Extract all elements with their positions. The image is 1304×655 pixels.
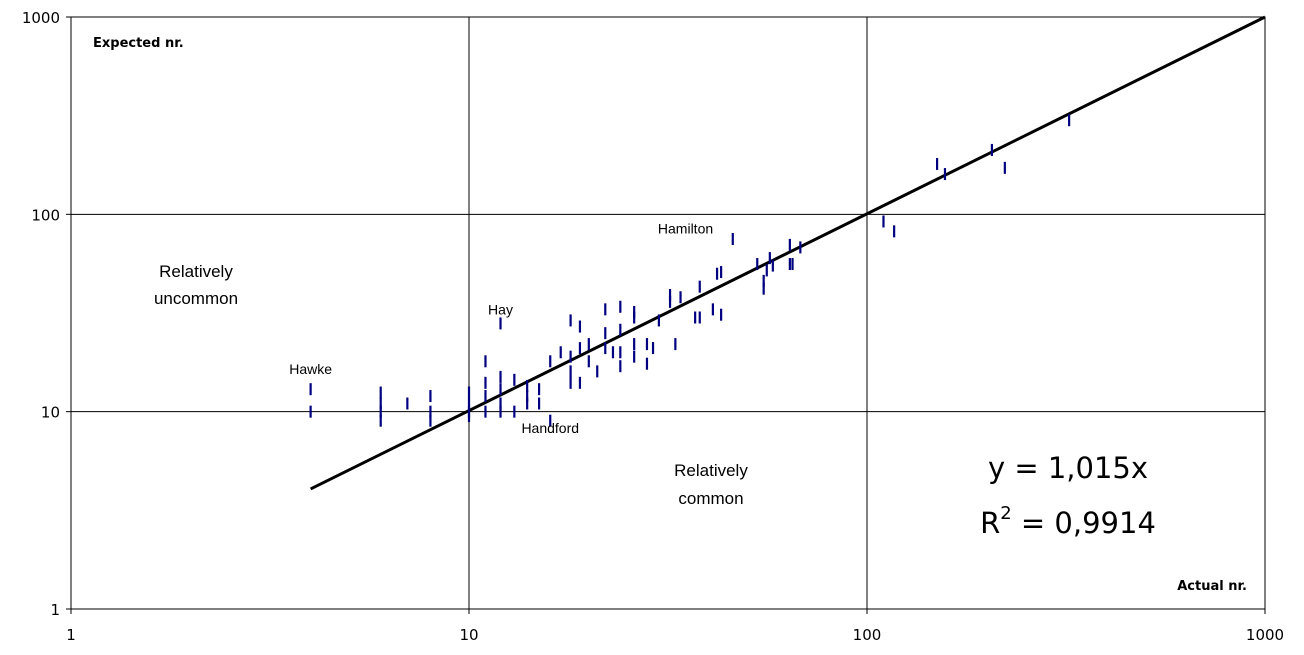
y-axis-title: Expected nr. (93, 36, 184, 51)
region-label-uncommon-line2: uncommon (154, 289, 238, 308)
region-label-uncommon-line1: Relatively (159, 262, 233, 281)
x-tick-label: 10 (459, 626, 478, 644)
r-squared: R2 = 0,9914 (980, 503, 1156, 540)
point-label-hay: Hay (488, 302, 513, 318)
y-tick-label: 1 (50, 601, 60, 619)
x-tick-label: 1000 (1246, 626, 1284, 644)
x-tick-label: 1 (66, 626, 76, 644)
grid-lines (71, 17, 1265, 609)
y-tick-label: 100 (31, 206, 60, 224)
y-axis-tick-labels: 1 10 100 1000 (22, 9, 60, 619)
r-squared-superscript: 2 (1000, 503, 1011, 524)
axis-ticks (66, 16, 1266, 614)
point-label-hawke: Hawke (289, 361, 332, 377)
x-axis-title: Actual nr. (1177, 579, 1247, 594)
x-tick-label: 100 (853, 626, 882, 644)
plot-area-frame (70, 16, 1266, 610)
point-label-handford: Handford (521, 420, 579, 436)
r-squared-value: = 0,9914 (1012, 506, 1156, 540)
region-label-common-line2: common (678, 489, 743, 508)
trendline-group (309, 15, 1266, 491)
data-points (309, 114, 1071, 427)
r-squared-symbol: R (980, 506, 1000, 540)
regression-equation: y = 1,015x (988, 451, 1148, 485)
trendline (309, 15, 1266, 491)
region-label-common-line1: Relatively (674, 461, 748, 480)
x-axis-tick-labels: 1 10 100 1000 (66, 626, 1284, 644)
y-tick-label: 1000 (22, 9, 60, 27)
point-label-hamilton: Hamilton (658, 220, 713, 236)
y-tick-label: 10 (41, 404, 60, 422)
point-annotations: Hawke Hay Handford Hamilton (289, 220, 713, 436)
